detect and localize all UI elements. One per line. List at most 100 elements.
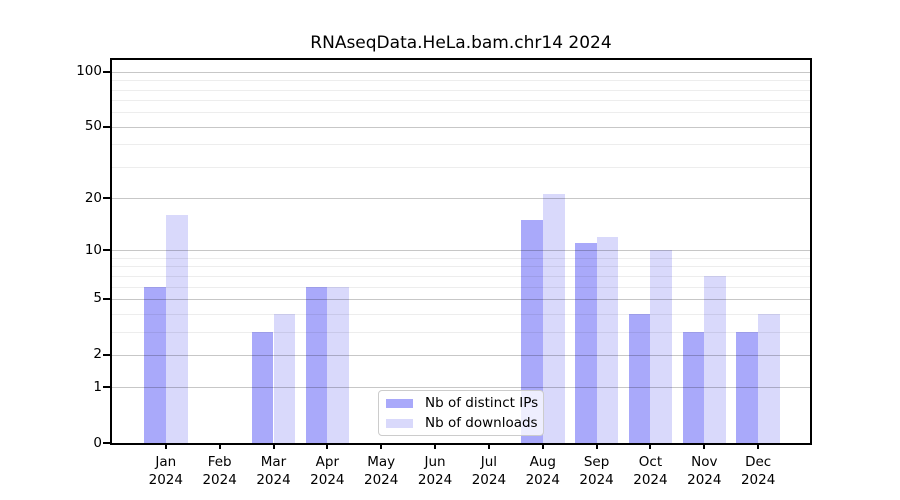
x-tick-mark <box>434 443 437 449</box>
x-tick-year: 2024 <box>310 472 345 488</box>
x-tick-month: Jun <box>424 454 446 470</box>
x-axis-tick-label: May 2024 <box>351 453 411 489</box>
x-tick-mark <box>541 443 544 449</box>
legend-item: Nb of distinct IPs <box>386 395 539 411</box>
x-tick-year: 2024 <box>471 472 507 488</box>
gridline-minor <box>112 112 810 114</box>
x-axis-tick-label: Jun 2024 <box>405 453 465 489</box>
legend-label: Nb of downloads <box>425 415 538 431</box>
y-axis-tick-label: 10 <box>84 241 102 258</box>
y-tick-mark <box>103 70 110 73</box>
x-tick-mark <box>703 443 706 449</box>
x-tick-month: Apr <box>315 454 340 470</box>
legend-label: Nb of distinct IPs <box>425 395 539 411</box>
x-tick-month: Jan <box>155 454 177 470</box>
x-axis-tick-label: Mar 2024 <box>244 453 304 489</box>
x-tick-month: Mar <box>260 454 287 470</box>
gridline-minor <box>112 166 810 168</box>
y-tick-mark <box>103 249 110 252</box>
y-axis-tick-label: 20 <box>84 189 102 206</box>
gridline-minor <box>112 100 810 102</box>
gridline-minor <box>112 266 810 268</box>
legend-swatch <box>386 418 413 428</box>
y-axis-tick-label: 5 <box>93 290 102 307</box>
gridline-major <box>112 126 810 128</box>
y-tick-mark <box>103 442 110 444</box>
y-tick-mark <box>103 386 110 389</box>
x-tick-year: 2024 <box>579 472 614 488</box>
gridline-minor <box>112 144 810 146</box>
x-tick-year: 2024 <box>740 472 776 488</box>
gridline-minor <box>112 80 810 82</box>
x-axis-tick-label: Feb 2024 <box>190 453 250 489</box>
legend: Nb of distinct IPs Nb of downloads <box>378 390 544 436</box>
y-axis-tick-label: 2 <box>93 346 102 363</box>
legend-item: Nb of downloads <box>386 415 538 431</box>
legend-swatch <box>386 398 413 408</box>
x-axis-tick-label: Aug 2024 <box>513 453 573 489</box>
x-tick-month: Sep <box>583 454 610 470</box>
x-axis-tick-label: Nov 2024 <box>674 453 734 489</box>
bar-distinct-ips <box>682 331 705 443</box>
plot-area: Nb of distinct IPs Nb of downloads Jan 202… <box>103 58 812 488</box>
bar-downloads <box>542 194 565 443</box>
y-axis-tick-label: 50 <box>84 118 102 135</box>
bar-downloads <box>596 236 619 443</box>
x-axis-tick-label: Jul 2024 <box>459 453 519 489</box>
y-axis-labels: 100 50 20 10 5 2 1 0 <box>0 60 102 450</box>
x-tick-month: Feb <box>207 454 232 470</box>
bar-downloads <box>273 313 296 443</box>
x-tick-mark <box>272 443 275 449</box>
x-tick-mark <box>487 443 490 449</box>
gridline-minor <box>112 257 810 259</box>
bar-distinct-ips <box>574 243 597 443</box>
x-tick-year: 2024 <box>364 472 399 488</box>
y-axis-tick-label: 0 <box>93 434 102 451</box>
x-tick-year: 2024 <box>525 472 560 488</box>
bar-distinct-ips <box>520 220 543 443</box>
x-tick-mark <box>649 443 652 449</box>
y-tick-mark <box>103 197 110 200</box>
bar-downloads <box>327 286 350 443</box>
x-tick-mark <box>757 443 760 449</box>
chart-title: RNAseqData.HeLa.bam.chr14 2024 <box>310 33 612 53</box>
x-tick-mark <box>380 443 383 449</box>
y-tick-mark <box>103 297 110 300</box>
x-axis-tick-label: Jan 2024 <box>136 453 196 489</box>
gridline-major <box>112 250 810 252</box>
bar-distinct-ips <box>144 286 166 443</box>
y-tick-mark <box>103 125 110 128</box>
x-tick-year: 2024 <box>417 472 453 488</box>
bar-downloads <box>650 250 673 443</box>
gridline-minor <box>112 89 810 91</box>
x-axis-tick-label: Apr 2024 <box>297 453 357 489</box>
x-tick-month: Oct <box>638 454 663 470</box>
x-tick-mark <box>595 443 598 449</box>
x-tick-year: 2024 <box>256 472 291 488</box>
x-tick-month: Dec <box>745 454 772 470</box>
x-axis-tick-label: Sep 2024 <box>567 453 627 489</box>
bar-distinct-ips <box>251 331 274 443</box>
x-tick-year: 2024 <box>148 472 183 488</box>
x-tick-month: Jul <box>480 454 498 470</box>
x-tick-mark <box>326 443 329 449</box>
y-tick-mark <box>103 353 110 356</box>
gridline-major <box>112 198 810 200</box>
bar-downloads <box>165 215 188 443</box>
y-axis-tick-label: 100 <box>76 63 102 80</box>
x-tick-month: May <box>367 454 396 470</box>
bar-downloads <box>704 275 727 443</box>
x-axis-tick-label: Oct 2024 <box>620 453 680 489</box>
bar-distinct-ips <box>736 331 759 443</box>
gridline-major <box>112 71 810 73</box>
x-tick-mark <box>218 443 221 449</box>
x-axis-tick-label: Dec 2024 <box>728 453 788 489</box>
x-tick-year: 2024 <box>687 472 722 488</box>
bar-distinct-ips <box>305 286 328 443</box>
x-tick-mark <box>164 443 167 449</box>
y-axis-tick-label: 1 <box>93 378 102 395</box>
x-tick-year: 2024 <box>633 472 668 488</box>
bar-distinct-ips <box>628 313 651 443</box>
x-tick-year: 2024 <box>202 472 237 488</box>
